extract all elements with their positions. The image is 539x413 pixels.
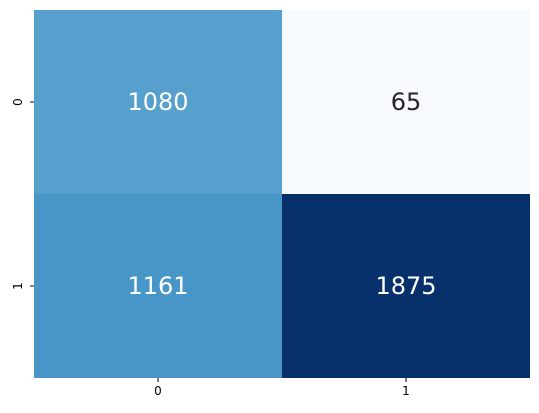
cell-value-label-r0-c1: 65 xyxy=(391,88,422,116)
heatmap-cell-r1-c0 xyxy=(34,194,282,378)
heatmap-cell-r0-c1 xyxy=(282,10,530,194)
heatmap-cell-r0-c0 xyxy=(34,10,282,194)
y-tick-label-1: 1 xyxy=(11,282,25,290)
cell-value-label-r0-c0: 1080 xyxy=(127,88,188,116)
cell-value-label-r1-c0: 1161 xyxy=(127,272,188,300)
y-tick-label-0: 0 xyxy=(11,98,25,106)
cell-value-label-r1-c1: 1875 xyxy=(375,272,436,300)
x-tick-label-0: 0 xyxy=(154,384,162,398)
heatmap-cell-r1-c1 xyxy=(282,194,530,378)
x-tick-label-1: 1 xyxy=(402,384,410,398)
